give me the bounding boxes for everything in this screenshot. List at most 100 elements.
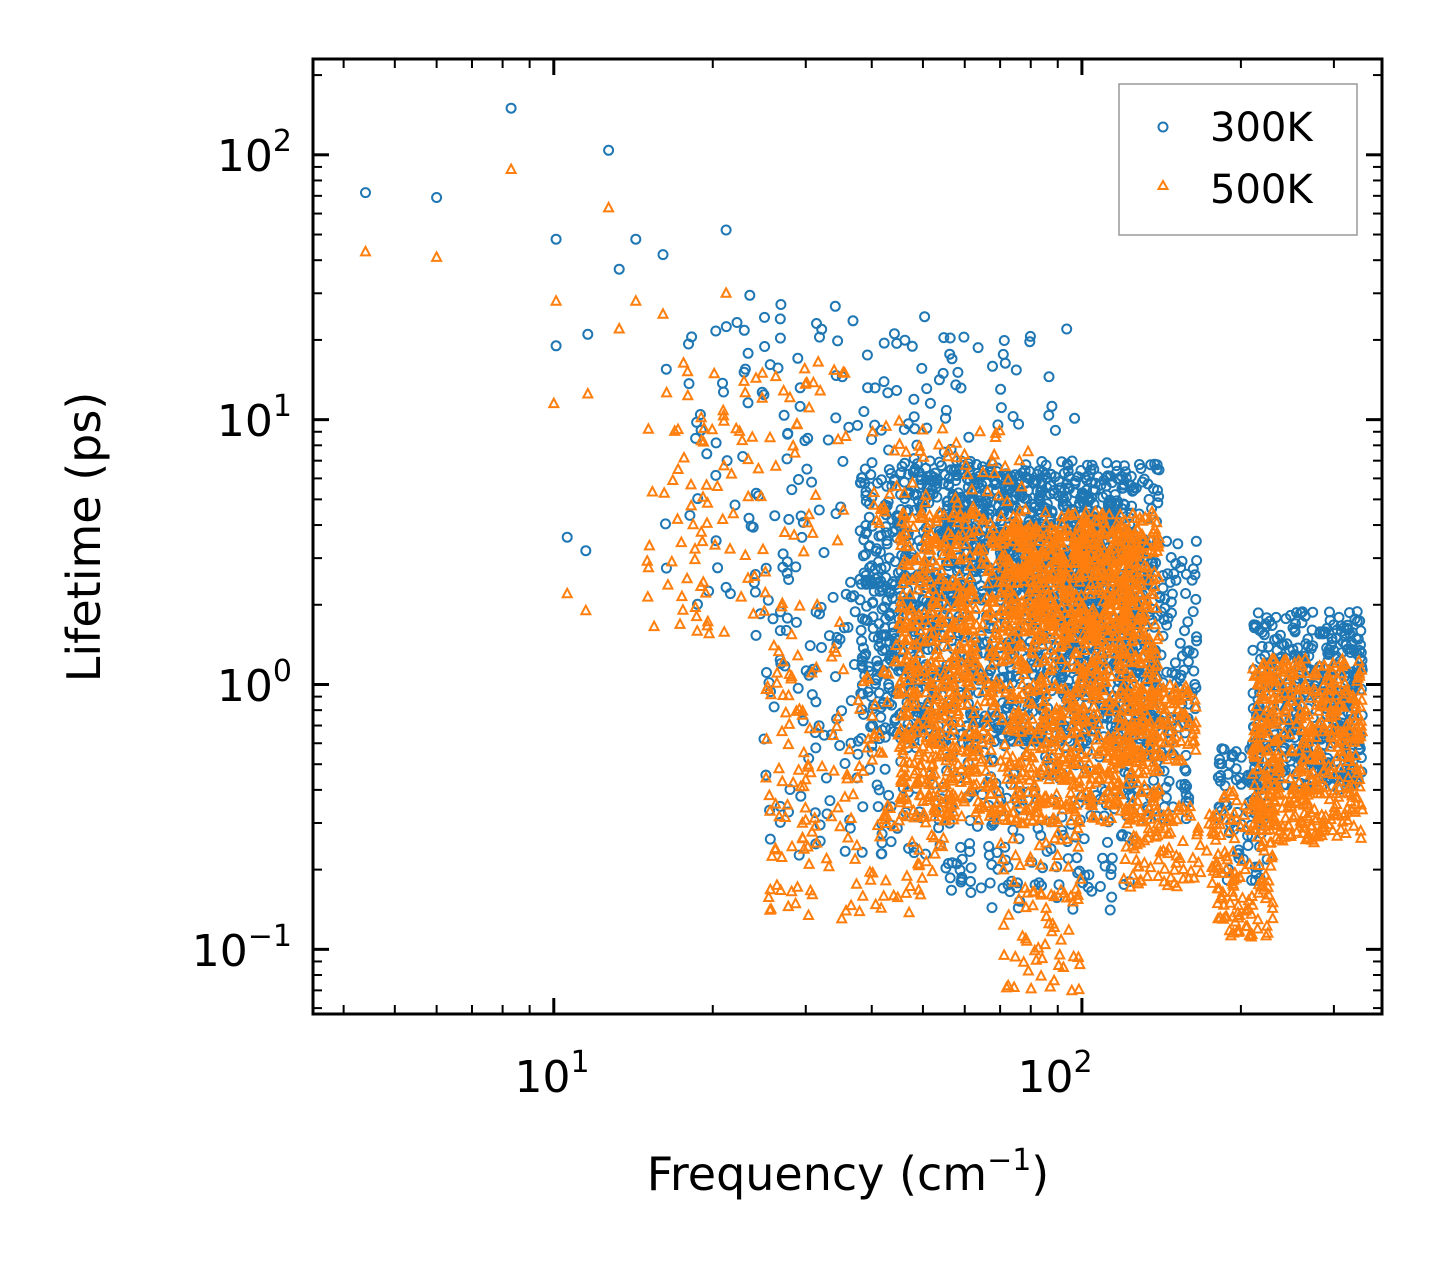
point-500K [781, 797, 794, 810]
point-300K [1212, 771, 1224, 783]
point-500K [961, 771, 974, 783]
point-300K [856, 652, 868, 664]
point-300K [1069, 478, 1081, 490]
point-500K [977, 512, 990, 525]
point-500K [959, 537, 973, 549]
point-500K [1125, 634, 1138, 647]
point-500K [827, 363, 841, 375]
point-500K [1133, 803, 1147, 815]
point-500K [844, 898, 858, 911]
point-500K [913, 646, 926, 658]
point-300K [1013, 418, 1025, 430]
point-300K [1152, 497, 1164, 509]
point-300K [834, 740, 846, 751]
point-300K [885, 650, 897, 662]
point-300K [881, 691, 893, 703]
point-500K [996, 809, 1010, 822]
point-300K [1061, 458, 1073, 470]
point-500K [981, 564, 994, 577]
point-300K [1161, 666, 1173, 678]
point-300K [786, 484, 798, 496]
point-500K [1078, 643, 1091, 655]
point-500K [668, 424, 681, 436]
point-500K [988, 695, 1001, 708]
point-300K [1179, 782, 1190, 794]
point-300K [842, 621, 854, 633]
point-500K [875, 901, 888, 913]
point-500K [791, 648, 804, 661]
point-300K [1323, 644, 1335, 656]
point-500K [783, 667, 796, 679]
point-300K [965, 876, 976, 887]
point-300K [867, 596, 879, 608]
point-500K [965, 644, 978, 657]
point-500K [765, 849, 779, 861]
point-500K [778, 525, 791, 537]
point-500K [1055, 516, 1069, 529]
point-500K [916, 871, 929, 883]
point-300K [883, 789, 895, 801]
point-500K [894, 722, 907, 734]
point-500K [990, 812, 1004, 825]
point-300K [1289, 624, 1301, 636]
point-500K [787, 775, 800, 788]
point-300K [909, 423, 921, 435]
point-500K [647, 619, 661, 632]
point-300K [984, 877, 996, 889]
point-300K [1152, 484, 1163, 496]
point-500K [933, 800, 946, 813]
point-300K [871, 672, 883, 684]
point-300K [1111, 460, 1122, 472]
point-500K [1092, 761, 1106, 774]
point-300K [829, 300, 841, 312]
point-500K [916, 739, 930, 752]
point-500K [681, 388, 694, 401]
point-300K [964, 846, 976, 857]
point-300K [886, 578, 898, 590]
point-300K [1321, 642, 1333, 654]
point-500K [929, 776, 942, 789]
point-500K [680, 571, 694, 584]
point-500K [994, 753, 1007, 766]
point-500K [741, 571, 755, 583]
point-300K [946, 353, 958, 365]
point-300K [872, 801, 884, 813]
point-300K [1045, 468, 1056, 480]
point-500K [806, 526, 819, 538]
point-300K [660, 518, 671, 530]
point-300K [1314, 626, 1326, 638]
point-500K [759, 770, 773, 783]
point-500K [789, 896, 802, 909]
point-300K [1049, 424, 1061, 436]
point-500K [811, 597, 824, 610]
point-300K [855, 624, 867, 636]
point-300K [738, 324, 750, 336]
point-300K [1165, 552, 1177, 563]
point-500K [1109, 700, 1123, 713]
point-500K [793, 598, 806, 611]
point-500K [953, 506, 967, 519]
point-500K [981, 719, 994, 731]
point-300K [1007, 411, 1019, 422]
point-300K [856, 635, 868, 647]
point-500K [1051, 797, 1065, 810]
point-300K [885, 723, 897, 735]
point-500K [1151, 657, 1164, 670]
point-300K [768, 701, 780, 713]
point-300K [1080, 489, 1092, 501]
point-500K [921, 657, 934, 670]
point-300K [986, 902, 998, 914]
point-500K [803, 721, 816, 734]
point-500K [801, 839, 814, 852]
point-500K [801, 757, 815, 770]
point-300K [760, 562, 772, 574]
point-500K [783, 390, 797, 403]
point-500K [883, 801, 897, 813]
point-300K [1183, 645, 1195, 657]
point-500K [929, 737, 942, 749]
point-300K [883, 682, 895, 694]
point-500K [1100, 643, 1114, 656]
point-500K [759, 564, 772, 577]
point-500K [602, 200, 615, 213]
point-300K [832, 335, 844, 347]
